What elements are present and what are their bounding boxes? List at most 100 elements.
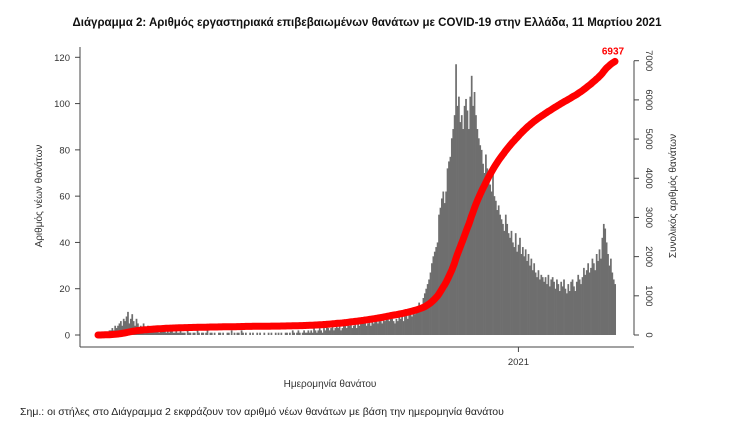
bar <box>176 332 179 335</box>
bar <box>114 325 117 335</box>
bar <box>369 325 372 335</box>
bar <box>568 291 571 335</box>
bar <box>350 323 352 335</box>
bar <box>441 198 443 335</box>
bar <box>605 242 608 335</box>
bar <box>553 281 555 335</box>
bar <box>546 284 548 335</box>
bar <box>365 325 368 335</box>
bar <box>189 332 192 335</box>
bars-group <box>100 64 617 336</box>
bar <box>165 332 168 335</box>
bar <box>526 260 528 335</box>
bar <box>391 318 394 335</box>
right-axis-ticks: 0 1000 2000 3000 4000 5000 6000 7000 <box>634 50 654 338</box>
bar <box>418 302 421 335</box>
bar <box>573 286 575 335</box>
bar <box>341 328 344 335</box>
bar <box>493 196 496 335</box>
bar <box>584 274 587 335</box>
y-axis-label: Αριθμός νέων θανάτων <box>33 145 45 248</box>
bar <box>367 323 369 335</box>
bar <box>171 330 173 335</box>
bar <box>168 332 171 335</box>
bar <box>544 277 547 335</box>
bar <box>443 203 446 335</box>
bar <box>371 318 374 335</box>
bar <box>409 311 412 335</box>
bar <box>209 332 212 335</box>
bar <box>602 223 605 335</box>
bar <box>303 330 305 335</box>
bar <box>614 284 617 335</box>
bar <box>570 281 572 335</box>
bar <box>588 272 591 335</box>
bar <box>227 332 230 335</box>
bar <box>611 272 614 335</box>
bar <box>374 321 376 335</box>
bar <box>463 105 466 336</box>
bar <box>259 332 261 335</box>
bar <box>547 274 550 335</box>
bar <box>361 318 364 335</box>
bar <box>328 330 331 335</box>
x-axis-ticks: 2021 <box>508 347 529 368</box>
bar <box>456 105 459 336</box>
bar <box>475 115 477 335</box>
bar <box>331 325 334 335</box>
bar <box>561 286 564 335</box>
bar <box>196 330 199 335</box>
bar <box>340 330 342 335</box>
bar <box>563 279 565 335</box>
bar <box>384 321 386 335</box>
y-tick-label: 100 <box>54 99 70 110</box>
bar <box>507 233 510 335</box>
bar <box>352 325 355 335</box>
bar <box>387 314 389 335</box>
y-tick-label: 20 <box>59 284 70 295</box>
bar <box>192 332 195 335</box>
bar <box>395 318 398 335</box>
bar <box>514 233 517 335</box>
bar <box>219 332 222 335</box>
bar <box>321 332 324 335</box>
bar <box>445 191 447 335</box>
bar <box>590 267 592 335</box>
bar <box>131 314 134 335</box>
bar <box>452 129 455 335</box>
bar <box>314 330 317 335</box>
bar <box>421 304 423 335</box>
bar <box>198 332 200 335</box>
bar <box>161 330 163 335</box>
bar <box>125 316 128 335</box>
bar <box>534 272 537 335</box>
bar <box>301 332 304 335</box>
bar <box>378 318 381 335</box>
bar <box>571 279 574 335</box>
bar <box>496 210 499 335</box>
bar <box>404 316 406 335</box>
bar <box>608 265 611 335</box>
bar <box>277 332 280 335</box>
bar <box>541 277 544 335</box>
y-tick-label: 40 <box>59 238 70 249</box>
bar <box>306 332 308 335</box>
bar <box>358 325 361 335</box>
bar <box>240 330 243 335</box>
bar <box>206 330 209 335</box>
y-tick-label: 0 <box>65 331 70 342</box>
bar <box>291 330 294 335</box>
bar <box>401 314 403 335</box>
bar <box>483 173 486 335</box>
bar <box>510 230 513 335</box>
bar <box>543 281 545 335</box>
x-axis-label: Ημερομηνία θανάτου <box>284 378 377 390</box>
bar <box>284 332 287 335</box>
bar <box>583 267 585 335</box>
bar <box>267 332 270 335</box>
bar <box>117 325 119 335</box>
bar <box>453 115 456 335</box>
bar <box>598 249 601 335</box>
bar <box>595 254 598 335</box>
bar <box>520 254 523 335</box>
